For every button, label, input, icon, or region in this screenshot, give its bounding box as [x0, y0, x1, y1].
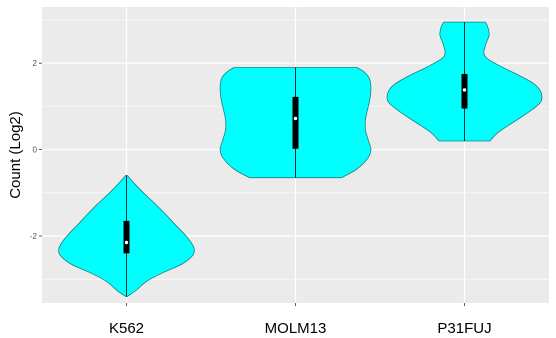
violin-k562	[58, 175, 195, 297]
violin-molm13	[219, 67, 372, 179]
iqr-box	[292, 96, 299, 149]
median-point	[462, 88, 467, 92]
violin-p31fuj	[386, 21, 543, 142]
y-tick-label: -2	[30, 232, 38, 241]
y-tick-label: 0	[33, 146, 38, 155]
violin-layer	[58, 21, 543, 297]
median-point	[124, 240, 129, 245]
x-tick-label: K562	[109, 320, 144, 337]
y-axis-title: Count (Log2)	[7, 111, 24, 199]
y-axis-ticks: -2 0 2	[30, 59, 42, 241]
x-axis-labels: K562 MOLM13 P31FUJ	[109, 303, 492, 337]
x-tick-label: P31FUJ	[437, 320, 491, 337]
iqr-box	[123, 220, 130, 254]
y-tick-label: 2	[33, 59, 38, 68]
median-point	[293, 116, 298, 121]
x-tick-label: MOLM13	[265, 320, 327, 337]
